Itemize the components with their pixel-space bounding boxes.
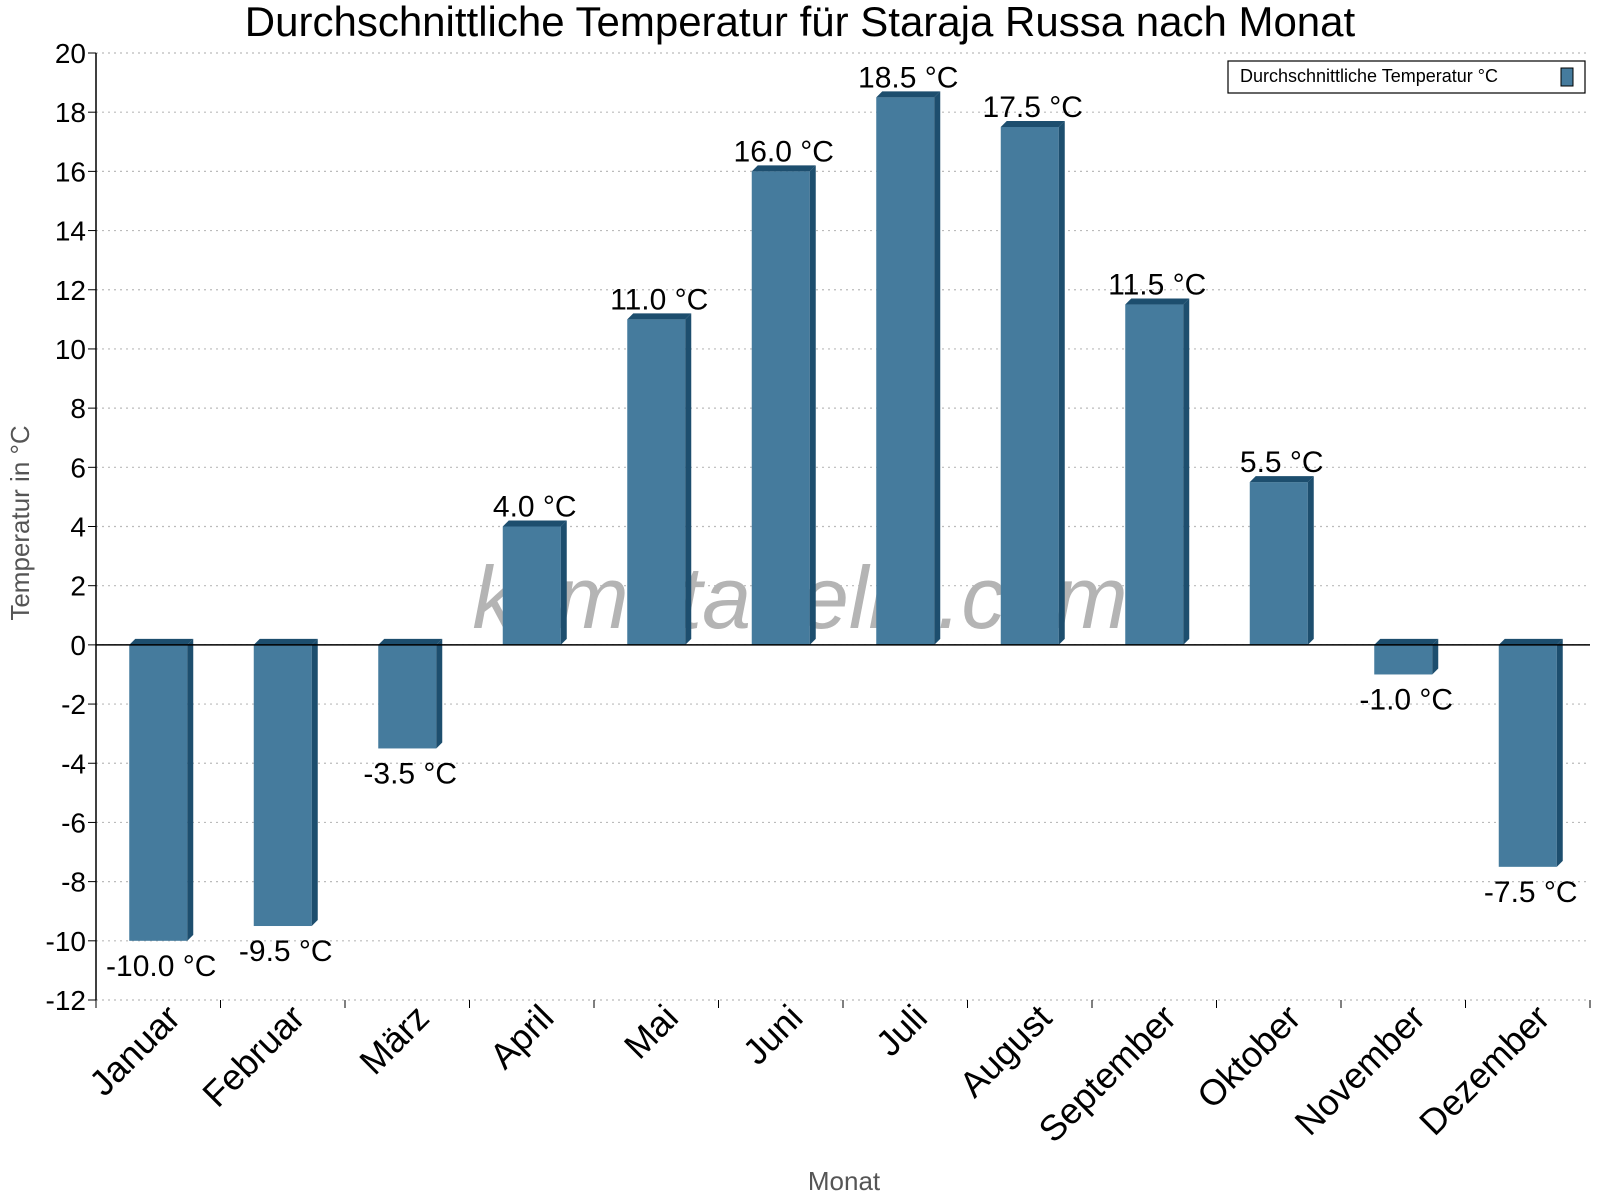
- bar: [876, 91, 941, 645]
- y-tick-label: -6: [61, 807, 86, 838]
- bar-front: [876, 97, 935, 645]
- bar-top: [378, 638, 443, 645]
- legend: Durchschnittliche Temperatur °C: [1227, 60, 1586, 94]
- bar-top: [1374, 638, 1439, 645]
- value-label: 17.5 °C: [983, 91, 1083, 124]
- y-tick-label: -10: [46, 926, 86, 957]
- value-label: -1.0 °C: [1359, 683, 1453, 716]
- bar-front: [751, 171, 810, 645]
- y-tick-label: 14: [55, 216, 86, 247]
- legend-swatch: [1560, 67, 1574, 87]
- bar-front: [1249, 482, 1308, 645]
- y-axis-label: Temperatur in °C: [5, 425, 35, 620]
- bar-side: [1307, 476, 1314, 645]
- bar: [1374, 638, 1439, 675]
- value-label: 11.5 °C: [1108, 269, 1206, 302]
- bar-front: [253, 644, 312, 927]
- bar: [1498, 638, 1563, 867]
- y-tick-label: 4: [70, 512, 86, 543]
- bar: [751, 165, 816, 645]
- y-tick-label: 20: [55, 38, 86, 69]
- bar-side: [809, 165, 816, 645]
- bar: [378, 638, 443, 749]
- bar: [1249, 476, 1314, 645]
- bar-front: [1125, 304, 1184, 645]
- bar-front: [627, 319, 686, 645]
- value-label: 11.0 °C: [610, 283, 708, 316]
- bar-front: [1498, 644, 1557, 867]
- bar-front: [1374, 644, 1433, 675]
- bar-top: [1125, 298, 1190, 305]
- y-tick-label: 8: [70, 393, 86, 424]
- bar-side: [934, 91, 941, 645]
- value-label: 4.0 °C: [493, 491, 577, 524]
- value-label: -7.5 °C: [1484, 876, 1578, 909]
- bar-front: [129, 644, 188, 941]
- bar-side: [311, 638, 318, 927]
- y-tick-label: 10: [55, 334, 86, 365]
- value-label: -3.5 °C: [363, 757, 457, 790]
- bar-top: [876, 91, 941, 98]
- chart-title: Durchschnittliche Temperatur für Staraja…: [245, 0, 1356, 45]
- value-label: 18.5 °C: [858, 61, 958, 94]
- bar-top: [253, 638, 318, 645]
- bar: [1000, 120, 1065, 645]
- bar: [253, 638, 318, 927]
- bar-front: [378, 644, 437, 749]
- bar-top: [627, 313, 692, 320]
- bar-front: [1000, 126, 1059, 645]
- bar: [1125, 298, 1190, 645]
- bar-front: [502, 526, 561, 645]
- y-tick-label: 16: [55, 156, 86, 187]
- y-tick-label: 2: [70, 571, 86, 602]
- x-axis-label: Monat: [808, 1166, 881, 1196]
- bars: [129, 91, 1563, 941]
- value-label: 5.5 °C: [1240, 446, 1324, 479]
- bar-side: [685, 313, 692, 645]
- axes: [88, 52, 1591, 1008]
- bar-side: [1058, 120, 1065, 645]
- bar-side: [1556, 638, 1563, 867]
- y-tick-label: -2: [61, 689, 86, 720]
- y-tick-label: 0: [70, 630, 86, 661]
- y-tick-label: -12: [46, 985, 86, 1016]
- bar-top: [129, 638, 194, 645]
- bar-side: [1183, 298, 1190, 645]
- bar-side: [187, 638, 194, 941]
- bar: [627, 313, 692, 645]
- y-tick-label: 18: [55, 97, 86, 128]
- bar-side: [560, 520, 567, 645]
- y-tick-label: 12: [55, 275, 86, 306]
- value-label: 16.0 °C: [734, 135, 834, 168]
- bar-top: [1498, 638, 1563, 645]
- bar-side: [1432, 638, 1439, 675]
- y-tick-label: -4: [61, 748, 86, 779]
- bar-top: [751, 165, 816, 172]
- value-label: -9.5 °C: [239, 935, 333, 968]
- bar: [502, 520, 567, 645]
- value-label: -10.0 °C: [106, 950, 216, 983]
- legend-label: Durchschnittliche Temperatur °C: [1240, 66, 1498, 86]
- bar: [129, 638, 194, 941]
- bar-top: [1000, 120, 1065, 127]
- bar-side: [436, 638, 443, 749]
- bar-top: [502, 520, 567, 527]
- y-tick-label: 6: [70, 452, 86, 483]
- bar-top: [1249, 476, 1314, 483]
- legend-box: [1227, 60, 1586, 94]
- y-tick-label: -8: [61, 867, 86, 898]
- value-labels: -10.0 °C -9.5 °C -3.5 °C 4.0 °C 11.0 °C 16.0 …: [106, 61, 1578, 982]
